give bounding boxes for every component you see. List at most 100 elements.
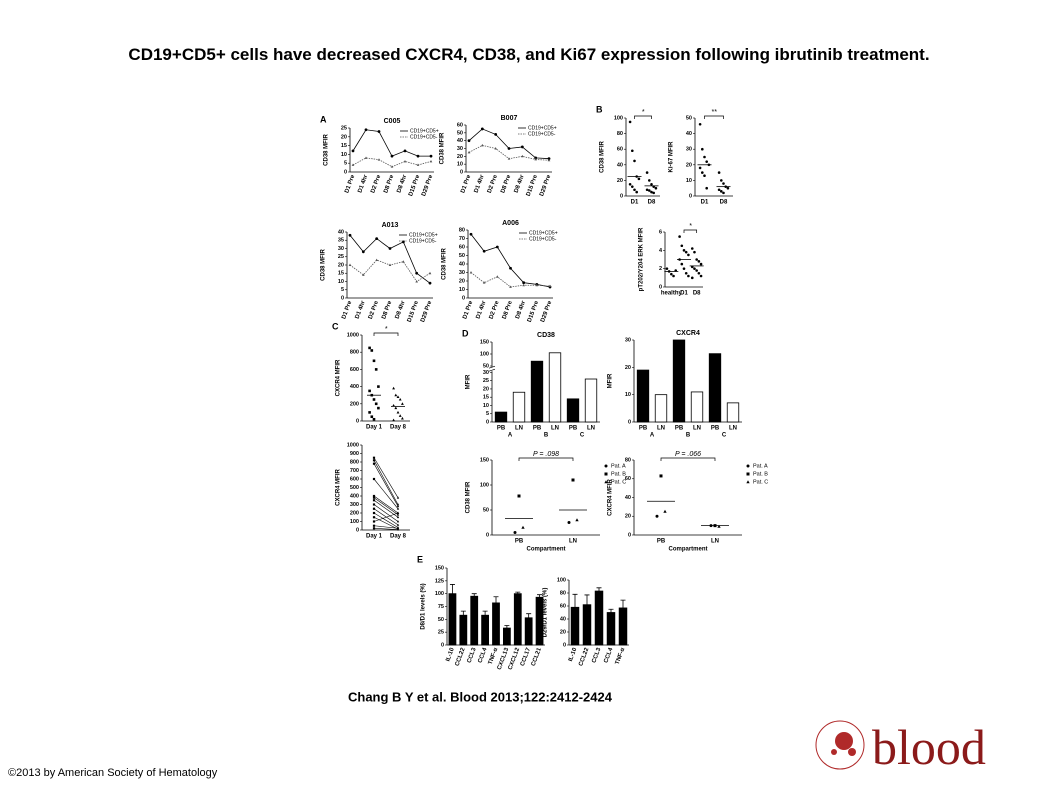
y-tick-label: 40 (338, 229, 344, 235)
y-tick-label: 20 (338, 262, 344, 268)
x-tick-label: CCL22 (578, 647, 590, 668)
data-point (388, 263, 392, 266)
x-tick-label: PB (515, 539, 524, 545)
x-tick-label: D29 Pre (540, 300, 554, 324)
significance-bracket (660, 457, 716, 461)
y-tick-label: 200 (350, 510, 359, 516)
data-point (403, 149, 407, 153)
y-tick-label: 0 (563, 642, 566, 648)
data-point (392, 386, 396, 390)
data-point (372, 398, 376, 401)
data-point (670, 272, 673, 276)
x-tick-label: LN (551, 426, 559, 432)
data-point (372, 477, 376, 481)
bar (654, 394, 668, 423)
data-point (659, 474, 663, 478)
data-point (684, 271, 688, 275)
bar (672, 339, 686, 423)
x-tick-label: D1 (631, 200, 639, 206)
legend-label: CD19+CD5+ (410, 128, 439, 134)
data-point (372, 511, 376, 515)
y-tick-label: 50 (457, 130, 463, 136)
data-point (392, 418, 396, 422)
y-axis-label: pT202/Y204 ERK MFIR (639, 227, 645, 291)
y-axis-label: Ki-67 MFIR (669, 141, 675, 173)
data-point (372, 507, 376, 510)
y-tick-label: 20 (560, 629, 566, 635)
x-tick-label: CCL3 (467, 647, 478, 664)
data-point (665, 267, 669, 270)
x-tick-label: D8 4hr (396, 174, 408, 194)
data-point (377, 406, 380, 410)
data-point (428, 281, 432, 285)
data-point (368, 346, 371, 350)
data-point (372, 527, 376, 530)
x-tick-label: D2 Pre (368, 300, 380, 321)
x-tick-label: CCL22 (455, 647, 467, 668)
x-tick-label: D8 Pre (381, 300, 393, 321)
legend-marker (604, 464, 608, 468)
x-tick-label: D1 4hr (355, 300, 367, 320)
bar (570, 606, 580, 646)
pair-line (373, 528, 399, 530)
y-tick-label: 0 (689, 193, 692, 199)
data-point (400, 416, 404, 420)
data-point (698, 166, 702, 170)
data-point (547, 157, 551, 161)
data-point (370, 349, 374, 352)
y-tick-label: 10 (457, 162, 463, 168)
data-point (467, 150, 471, 154)
legend-label: CD19+CD5+ (528, 125, 557, 131)
bar (448, 593, 457, 646)
x-tick-label: D1 Pre (460, 174, 472, 195)
x-tick-label: IL-10 (445, 647, 456, 663)
y-tick-label: 200 (350, 401, 359, 407)
data-point (547, 158, 551, 162)
legend-marker (604, 472, 608, 476)
significance-bracket (373, 332, 399, 336)
y-tick-label: 50 (483, 507, 489, 513)
bar (582, 604, 592, 646)
data-point (690, 247, 694, 250)
x-tick-label: Day 8 (390, 534, 407, 540)
data-point (722, 191, 725, 195)
legend-label: CD19+CD5- (409, 238, 437, 244)
y-axis-label: CXCR4 MFIR (336, 359, 342, 396)
data-point (402, 260, 405, 263)
data-point (705, 160, 708, 163)
data-point (687, 253, 690, 257)
data-point (364, 128, 368, 132)
bar (492, 602, 500, 646)
data-point (394, 393, 398, 397)
data-point (400, 402, 404, 405)
y-tick-label: 4 (659, 248, 663, 254)
y-tick-label: 500 (350, 485, 359, 491)
data-point (351, 149, 355, 153)
y-tick-label: 10 (483, 403, 489, 409)
bar (606, 612, 616, 646)
data-point (575, 518, 579, 522)
data-point (648, 189, 651, 192)
data-point (722, 182, 725, 185)
y-tick-label: 25 (341, 125, 347, 131)
bar (513, 593, 522, 646)
x-tick-label: D8 (720, 200, 728, 206)
y-tick-label: 150 (435, 565, 444, 571)
legend-marker (746, 480, 750, 484)
data-point (633, 159, 636, 163)
y-axis-label: CD38 MFIR (600, 140, 606, 172)
data-point (364, 156, 368, 159)
y-tick-label: 300 (350, 502, 359, 508)
y-tick-label: 0 (441, 642, 444, 648)
y-tick-label: 20 (617, 178, 623, 184)
panel-letter: C (332, 321, 339, 331)
x-tick-label: D8 4hr (514, 174, 526, 194)
axis-break-marks (488, 365, 496, 372)
y-tick-label: 35 (338, 238, 344, 244)
x-tick-label: D8 Pre (500, 174, 512, 195)
chart-title: CXCR4 (676, 330, 700, 337)
y-axis-label: CD38 MFIR (466, 481, 472, 513)
y-tick-label: 30 (625, 337, 631, 343)
bar (566, 398, 580, 423)
y-axis-label: CD38 MFIR (440, 132, 446, 164)
